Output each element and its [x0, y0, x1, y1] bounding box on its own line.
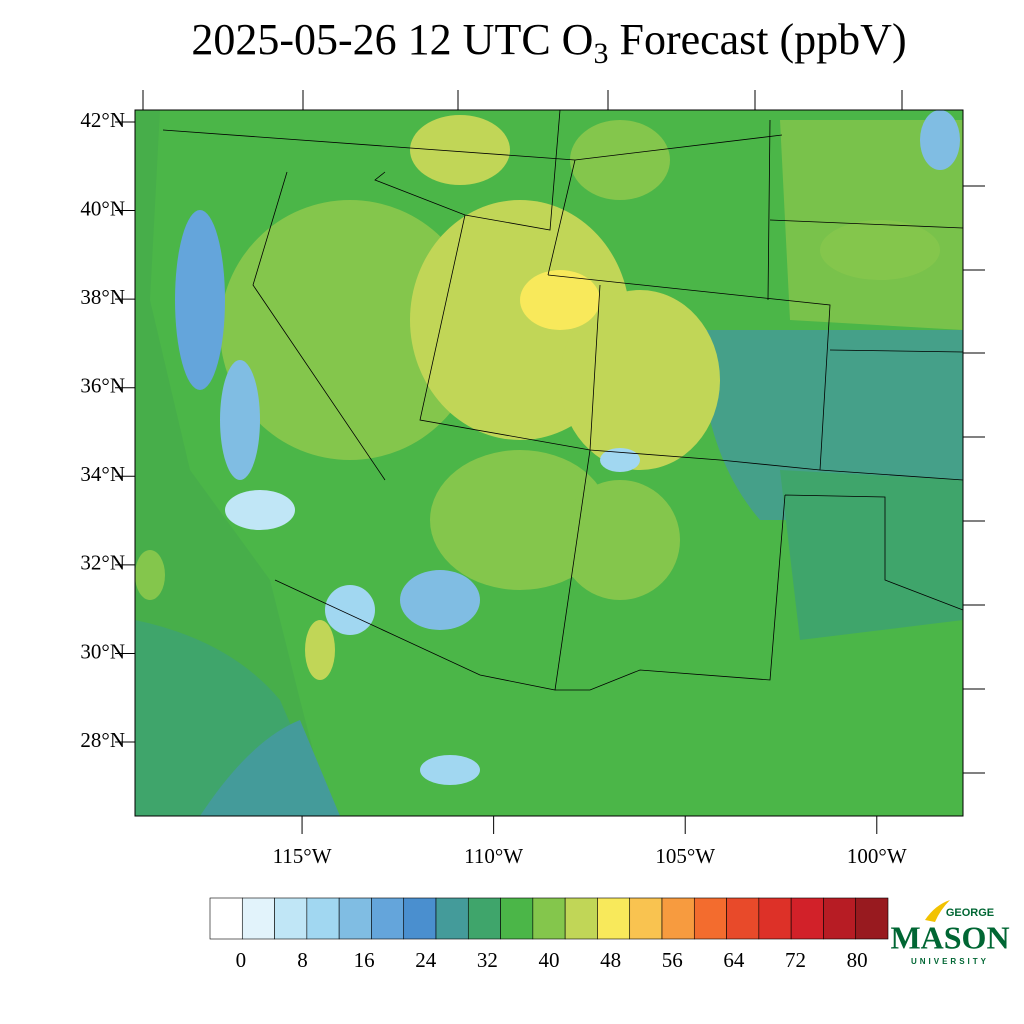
colorbar-label: 0 — [236, 948, 247, 972]
colorbar-box — [306, 897, 340, 940]
colorbar-label: 16 — [354, 948, 375, 972]
colorbar-label: 8 — [297, 948, 308, 972]
colorbar-label: 56 — [662, 948, 683, 972]
y-tick-label: 42°N — [80, 108, 125, 132]
colorbar: 0 8 16 24 32 40 48 56 64 72 80 — [209, 897, 889, 972]
colorbar-label: 40 — [539, 948, 560, 972]
colorbar-box — [693, 897, 727, 940]
colorbar-label: 32 — [477, 948, 498, 972]
colorbar-box — [338, 897, 372, 940]
colorbar-box — [661, 897, 695, 940]
colorbar-box — [371, 897, 405, 940]
colorbar-label: 72 — [785, 948, 806, 972]
colorbar-box — [564, 897, 598, 940]
colorbar-box — [726, 897, 760, 940]
colorbar-label: 64 — [723, 948, 745, 972]
colorbar-box — [467, 897, 501, 940]
y-tick-label: 32°N — [80, 551, 125, 575]
colorbar-box — [500, 897, 534, 940]
y-tick-label: 36°N — [80, 374, 125, 398]
colorbar-box — [790, 897, 824, 940]
colorbar-label: 24 — [415, 948, 437, 972]
y-tick-label: 30°N — [80, 639, 125, 663]
y-tick-label: 28°N — [80, 728, 125, 752]
colorbar-box — [274, 897, 308, 940]
colorbar-label: 48 — [600, 948, 621, 972]
colorbar-box — [758, 897, 792, 940]
colorbar-label: 80 — [847, 948, 868, 972]
axes: 42°N 40°N 38°N 36°N 34°N 32°N 30°N 28°N 115°W 110… — [80, 108, 906, 868]
logo-top: GEORGE — [946, 907, 994, 919]
colorbar-box — [241, 897, 275, 940]
y-tick-label: 34°N — [80, 462, 125, 486]
logo-main: MASON — [890, 919, 1009, 955]
y-tick-label: 38°N — [80, 285, 125, 309]
title-subscript: 3 — [593, 37, 608, 70]
colorbar-box — [629, 897, 663, 940]
title-text: Forecast (ppbV) — [608, 15, 906, 64]
colorbar-box — [532, 897, 566, 940]
colorbar-box — [403, 897, 437, 940]
colorbar-box — [597, 897, 631, 940]
title-text: 2025-05-26 12 UTC O — [191, 15, 593, 64]
x-tick-label: 110°W — [464, 844, 523, 868]
x-tick-label: 115°W — [273, 844, 332, 868]
colorbar-box — [823, 897, 857, 940]
logo-bottom: UNIVERSITY — [911, 957, 989, 966]
title: 2025-05-26 12 UTC O3 Forecast (ppbV) — [191, 15, 906, 70]
colorbar-box — [435, 897, 469, 940]
map-field — [134, 90, 985, 817]
colorbar-box — [855, 897, 889, 940]
y-tick-label: 40°N — [80, 196, 125, 220]
colorbar-box — [209, 897, 243, 940]
x-tick-label: 100°W — [847, 844, 907, 868]
logo: GEORGE MASON UNIVERSITY — [890, 900, 1010, 966]
x-tick-label: 105°W — [655, 844, 715, 868]
